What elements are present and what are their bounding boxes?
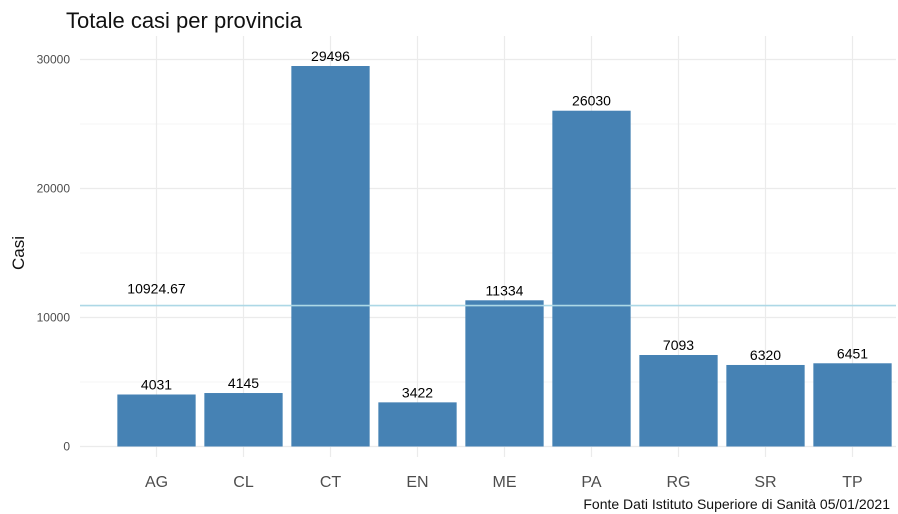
value-label: 7093: [663, 337, 694, 353]
bar-en: [378, 402, 457, 447]
x-tick-label: RG: [667, 474, 691, 491]
bar-ag: [117, 394, 196, 447]
y-axis-title: Casi: [9, 236, 28, 270]
bar-sr: [726, 364, 805, 447]
reference-line-group: 10924.67: [80, 281, 896, 307]
value-label: 4031: [141, 377, 172, 393]
x-tick-label: PA: [581, 474, 601, 491]
x-tick-label: EN: [406, 474, 428, 491]
y-tick-label: 0: [63, 440, 70, 454]
reference-line-label: 10924.67: [127, 281, 186, 297]
bar-me: [465, 300, 544, 447]
x-tick-label: ME: [493, 474, 517, 491]
chart-caption: Fonte Dati Istituto Superiore di Sanità …: [583, 496, 890, 512]
value-label: 4145: [228, 375, 259, 391]
chart-title: Totale casi per provincia: [66, 8, 303, 33]
y-tick-label: 30000: [37, 53, 71, 67]
x-tick-label: TP: [842, 474, 862, 491]
value-label: 3422: [402, 384, 433, 400]
axis-labels: 0 10000 20000 30000 AG CL CT EN ME PA RG SR TP Casi: [9, 53, 863, 492]
value-label: 29496: [311, 48, 350, 64]
bar-tp: [813, 363, 892, 447]
value-labels: 4031 4145 29496 3422 11334 26030 7093 6320 6451: [141, 48, 868, 400]
bars: [117, 66, 892, 447]
bar-pa: [552, 110, 631, 447]
bar-cl: [204, 393, 283, 447]
bar-rg: [639, 355, 718, 447]
bar-ct: [291, 66, 370, 447]
y-tick-label: 10000: [37, 311, 71, 325]
x-tick-label: CT: [320, 474, 342, 491]
value-label: 11334: [486, 282, 524, 298]
x-tick-label: AG: [145, 474, 168, 491]
x-tick-label: CL: [233, 474, 254, 491]
value-label: 6320: [750, 347, 781, 363]
value-label: 6451: [837, 345, 868, 361]
x-tick-label: SR: [754, 474, 776, 491]
value-label: 26030: [572, 93, 611, 109]
y-tick-label: 20000: [37, 182, 71, 196]
